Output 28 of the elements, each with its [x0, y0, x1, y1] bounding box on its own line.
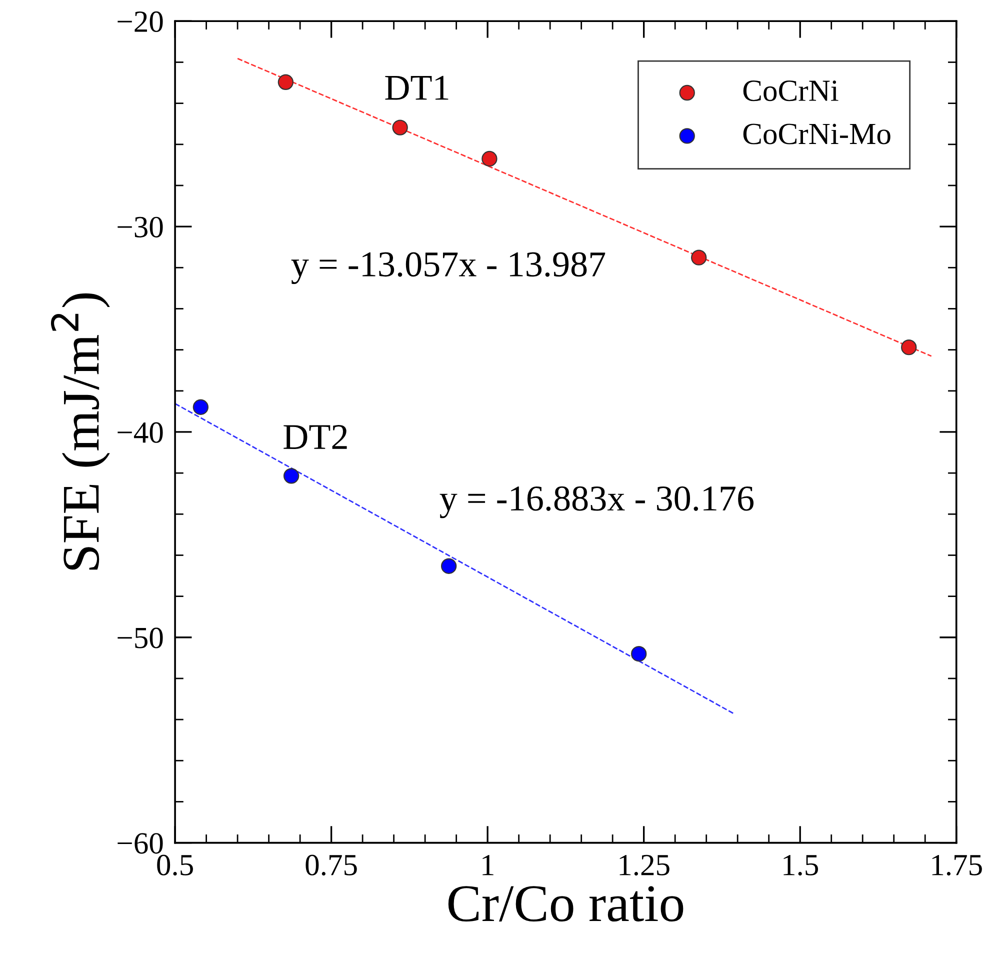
y-tick-label: −40 — [118, 422, 163, 443]
point — [192, 399, 209, 415]
x-tick-label: 1.25 — [620, 854, 670, 876]
y-tick-label: −30 — [118, 216, 163, 238]
annotation: y = -16.883x - 30.176 — [440, 486, 754, 518]
legend-label: CoCrNi — [743, 80, 838, 102]
y-tick-label: −60 — [118, 833, 163, 854]
point — [482, 150, 498, 167]
annotation: y = -13.057x - 13.987 — [291, 252, 606, 284]
x-tick-label: 1 — [482, 854, 494, 876]
annotation: DT1 — [385, 76, 448, 100]
point — [283, 468, 300, 484]
x-tick-label: 0.5 — [157, 854, 193, 876]
x-tick-label: 0.75 — [306, 854, 357, 876]
x-tick-label: 1.75 — [932, 854, 982, 876]
x-tick-label: 1.5 — [784, 854, 818, 876]
point — [631, 646, 647, 662]
y-axis-title: SFE (mJ/m$^{2}$) — [50, 293, 110, 570]
legend-label: CoCrNi-Mo — [743, 124, 890, 144]
x-axis-title: Cr/Co ratio — [448, 886, 684, 922]
point — [392, 120, 408, 136]
y-tick-label: −50 — [118, 628, 163, 648]
point — [901, 340, 917, 356]
y-tick-label: −20 — [118, 11, 163, 32]
point — [691, 250, 707, 266]
annotation: DT2 — [284, 424, 347, 449]
point — [440, 558, 457, 574]
point — [278, 74, 294, 90]
